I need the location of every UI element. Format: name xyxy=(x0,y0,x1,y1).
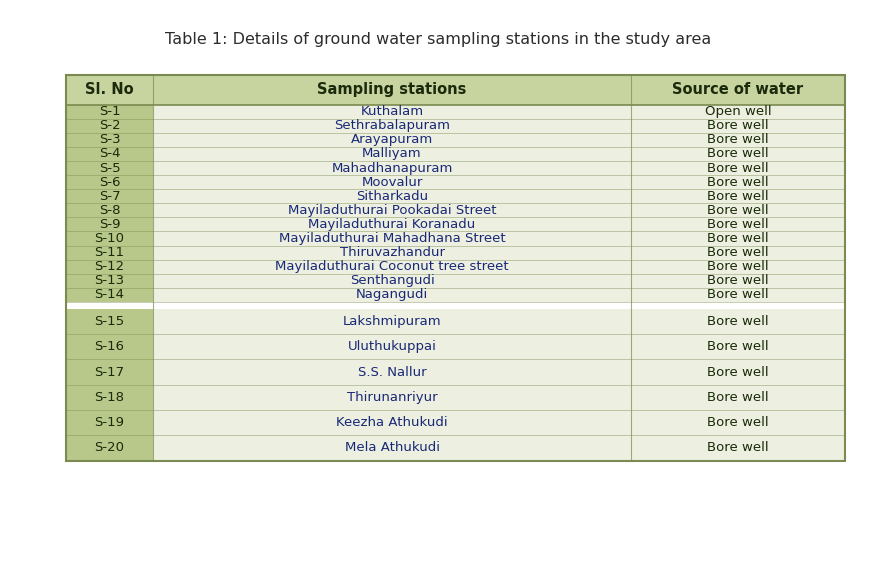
Text: S-7: S-7 xyxy=(99,190,120,203)
Text: Bore well: Bore well xyxy=(707,119,769,132)
Text: S-19: S-19 xyxy=(95,416,124,429)
Text: Thirunanriyur: Thirunanriyur xyxy=(347,391,437,404)
Text: Bore well: Bore well xyxy=(707,442,769,454)
FancyBboxPatch shape xyxy=(66,302,845,309)
FancyBboxPatch shape xyxy=(66,217,153,231)
FancyBboxPatch shape xyxy=(66,175,153,189)
FancyBboxPatch shape xyxy=(66,203,153,217)
Text: Bore well: Bore well xyxy=(707,218,769,231)
Text: Sethrabalapuram: Sethrabalapuram xyxy=(334,119,450,132)
Text: Mayiladuthurai Coconut tree street: Mayiladuthurai Coconut tree street xyxy=(275,260,509,273)
Text: Bore well: Bore well xyxy=(707,133,769,147)
Text: Bore well: Bore well xyxy=(707,315,769,328)
Text: Lakshmipuram: Lakshmipuram xyxy=(343,315,442,328)
Text: Bore well: Bore well xyxy=(707,274,769,288)
Text: S-16: S-16 xyxy=(95,340,124,353)
Text: S-8: S-8 xyxy=(99,204,120,217)
Text: Bore well: Bore well xyxy=(707,175,769,189)
Text: Nagangudi: Nagangudi xyxy=(356,288,428,301)
Text: S-1: S-1 xyxy=(99,105,120,118)
Text: Mahadhanapuram: Mahadhanapuram xyxy=(331,162,453,175)
Text: S-20: S-20 xyxy=(95,442,124,454)
Text: Bore well: Bore well xyxy=(707,366,769,378)
Text: Bore well: Bore well xyxy=(707,190,769,203)
Text: Sitharkadu: Sitharkadu xyxy=(356,190,428,203)
FancyBboxPatch shape xyxy=(66,334,153,359)
Text: Bore well: Bore well xyxy=(707,340,769,353)
Text: Bore well: Bore well xyxy=(707,260,769,273)
Text: S-18: S-18 xyxy=(95,391,124,404)
FancyBboxPatch shape xyxy=(66,274,153,288)
Text: Kuthalam: Kuthalam xyxy=(360,105,424,118)
Text: Bore well: Bore well xyxy=(707,288,769,301)
Text: Uluthukuppai: Uluthukuppai xyxy=(348,340,436,353)
FancyBboxPatch shape xyxy=(66,119,153,133)
Text: S-10: S-10 xyxy=(95,232,124,245)
FancyBboxPatch shape xyxy=(66,246,153,259)
FancyBboxPatch shape xyxy=(66,75,845,461)
FancyBboxPatch shape xyxy=(66,161,153,175)
Text: S-2: S-2 xyxy=(99,119,120,132)
FancyBboxPatch shape xyxy=(66,359,153,385)
Text: Malliyam: Malliyam xyxy=(362,147,422,160)
Text: S-9: S-9 xyxy=(99,218,120,231)
Text: Mayiladuthurai Mahadhana Street: Mayiladuthurai Mahadhana Street xyxy=(279,232,505,245)
Text: S-11: S-11 xyxy=(95,246,124,259)
Text: Moovalur: Moovalur xyxy=(361,175,423,189)
Text: S-13: S-13 xyxy=(95,274,124,288)
FancyBboxPatch shape xyxy=(66,259,153,274)
Text: Thiruvazhandur: Thiruvazhandur xyxy=(340,246,444,259)
Text: Open well: Open well xyxy=(704,105,772,118)
Text: Mayiladuthurai Pookadai Street: Mayiladuthurai Pookadai Street xyxy=(287,204,497,217)
FancyBboxPatch shape xyxy=(66,75,845,105)
Text: Source of water: Source of water xyxy=(673,82,803,97)
Text: Bore well: Bore well xyxy=(707,204,769,217)
Text: Bore well: Bore well xyxy=(707,391,769,404)
Text: Bore well: Bore well xyxy=(707,147,769,160)
Text: Mela Athukudi: Mela Athukudi xyxy=(344,442,440,454)
Text: S-14: S-14 xyxy=(95,288,124,301)
Text: Mayiladuthurai Koranadu: Mayiladuthurai Koranadu xyxy=(308,218,476,231)
FancyBboxPatch shape xyxy=(66,385,153,410)
FancyBboxPatch shape xyxy=(66,288,153,302)
Text: Table 1: Details of ground water sampling stations in the study area: Table 1: Details of ground water samplin… xyxy=(165,32,711,47)
FancyBboxPatch shape xyxy=(66,189,153,203)
FancyBboxPatch shape xyxy=(66,105,153,119)
Text: Sampling stations: Sampling stations xyxy=(317,82,467,97)
Text: S.S. Nallur: S.S. Nallur xyxy=(357,366,427,378)
Text: S-6: S-6 xyxy=(99,175,120,189)
FancyBboxPatch shape xyxy=(66,133,153,147)
FancyBboxPatch shape xyxy=(66,435,153,461)
Text: Arayapuram: Arayapuram xyxy=(351,133,433,147)
FancyBboxPatch shape xyxy=(66,147,153,161)
Text: Bore well: Bore well xyxy=(707,162,769,175)
FancyBboxPatch shape xyxy=(66,410,153,435)
Text: S-5: S-5 xyxy=(99,162,120,175)
Text: S-12: S-12 xyxy=(95,260,124,273)
Text: Sl. No: Sl. No xyxy=(85,82,134,97)
Text: S-3: S-3 xyxy=(99,133,120,147)
Text: S-17: S-17 xyxy=(95,366,124,378)
Text: S-4: S-4 xyxy=(99,147,120,160)
Text: Keezha Athukudi: Keezha Athukudi xyxy=(336,416,448,429)
Text: Bore well: Bore well xyxy=(707,246,769,259)
FancyBboxPatch shape xyxy=(66,309,153,334)
Text: Bore well: Bore well xyxy=(707,232,769,245)
FancyBboxPatch shape xyxy=(66,231,153,246)
Text: Bore well: Bore well xyxy=(707,416,769,429)
Text: Senthangudi: Senthangudi xyxy=(350,274,434,288)
Text: S-15: S-15 xyxy=(95,315,124,328)
